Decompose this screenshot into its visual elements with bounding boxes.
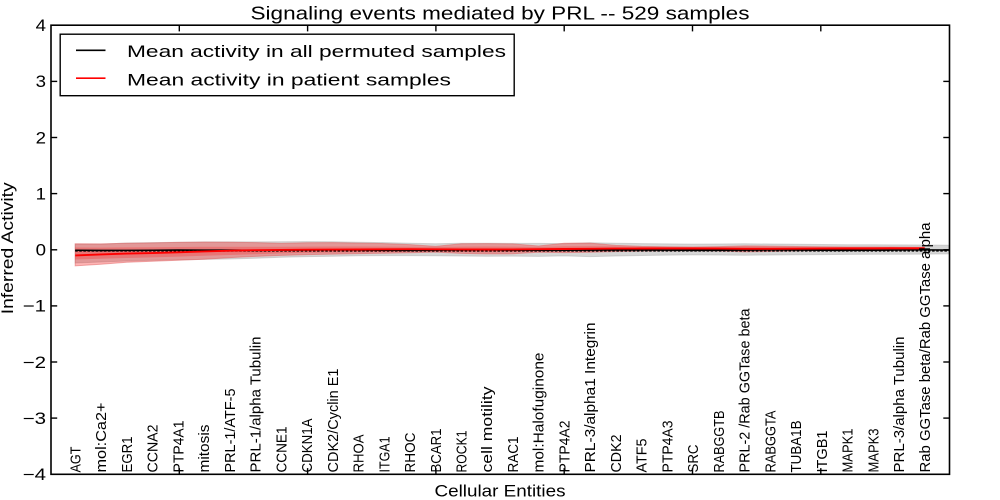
svg-text:PRL-1/ATF-5: PRL-1/ATF-5	[223, 389, 239, 473]
svg-text:−2: −2	[23, 354, 46, 372]
svg-text:ATF5: ATF5	[635, 439, 651, 473]
svg-text:MAPK3: MAPK3	[866, 429, 882, 473]
svg-text:RABGGTA: RABGGTA	[763, 410, 779, 472]
svg-text:RHOC: RHOC	[403, 433, 419, 473]
svg-text:Cellular Entities: Cellular Entities	[435, 481, 566, 500]
svg-text:ITGB1: ITGB1	[815, 431, 831, 473]
svg-text:mitosis: mitosis	[197, 425, 213, 473]
svg-text:PRL-2 /Rab GGTase beta: PRL-2 /Rab GGTase beta	[738, 308, 754, 473]
svg-text:PRL-3/alpha Tubulin: PRL-3/alpha Tubulin	[892, 337, 908, 473]
svg-text:0: 0	[36, 242, 46, 260]
svg-text:Inferred Activity: Inferred Activity	[0, 182, 17, 315]
svg-text:RAC1: RAC1	[506, 437, 522, 473]
svg-text:AGT: AGT	[68, 446, 84, 472]
svg-text:ROCK1: ROCK1	[455, 431, 471, 473]
svg-text:CDK2/Cyclin E1: CDK2/Cyclin E1	[326, 369, 342, 473]
svg-text:Mean activity in patient sampl: Mean activity in patient samples	[127, 70, 451, 89]
svg-text:PRL-1/alpha Tubulin: PRL-1/alpha Tubulin	[249, 337, 265, 473]
svg-text:PTP4A2: PTP4A2	[558, 421, 574, 473]
svg-text:−3: −3	[23, 410, 46, 428]
svg-text:CCNE1: CCNE1	[274, 427, 290, 473]
svg-text:PTP4A1: PTP4A1	[171, 421, 187, 473]
svg-text:PTP4A3: PTP4A3	[660, 421, 676, 473]
svg-text:SRC: SRC	[686, 445, 702, 473]
svg-text:1: 1	[36, 185, 46, 203]
svg-text:4: 4	[36, 17, 46, 35]
svg-text:TUBA1B: TUBA1B	[789, 421, 805, 473]
svg-text:mol:Halofuginone: mol:Halofuginone	[532, 353, 548, 473]
svg-text:CCNA2: CCNA2	[146, 425, 162, 473]
svg-text:2: 2	[36, 129, 46, 147]
svg-text:Mean activity in all permuted: Mean activity in all permuted samples	[127, 42, 506, 61]
svg-text:−1: −1	[23, 298, 46, 316]
svg-text:mol:Ca2+: mol:Ca2+	[94, 403, 110, 473]
svg-text:cell motility: cell motility	[480, 386, 496, 473]
svg-text:RHOA: RHOA	[352, 434, 368, 472]
svg-text:3: 3	[36, 73, 46, 91]
svg-text:RABGGTB: RABGGTB	[712, 411, 728, 473]
svg-text:PRL-3/alpha1 Integrin: PRL-3/alpha1 Integrin	[583, 323, 599, 473]
svg-text:MAPK1: MAPK1	[841, 429, 857, 473]
svg-text:−4: −4	[23, 466, 46, 484]
svg-text:BCAR1: BCAR1	[429, 429, 445, 473]
svg-text:EGR1: EGR1	[120, 437, 136, 473]
svg-text:Signaling events mediated by P: Signaling events mediated by PRL -- 529 …	[251, 4, 750, 24]
svg-text:ITGA1: ITGA1	[377, 437, 393, 473]
svg-text:CDKN1A: CDKN1A	[300, 418, 316, 472]
svg-text:CDK2: CDK2	[609, 435, 625, 473]
svg-text:Rab GGTase beta/Rab GGTase alp: Rab GGTase beta/Rab GGTase alpha	[918, 222, 934, 473]
